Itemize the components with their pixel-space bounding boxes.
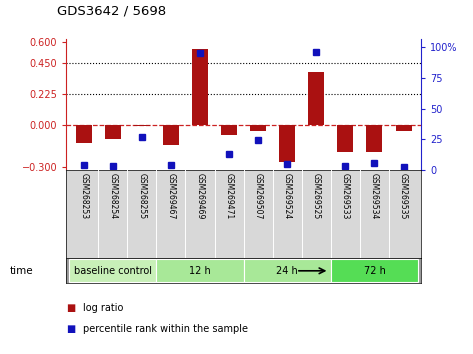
Bar — [337, 125, 353, 152]
Text: GSM268254: GSM268254 — [108, 172, 117, 219]
Text: time: time — [9, 266, 33, 276]
Bar — [157, 259, 244, 282]
Text: ■: ■ — [66, 303, 76, 313]
Bar — [134, 125, 150, 126]
Text: GSM268253: GSM268253 — [79, 172, 88, 219]
Bar — [279, 125, 295, 161]
Text: 72 h: 72 h — [364, 266, 385, 276]
Text: GSM269467: GSM269467 — [166, 172, 175, 219]
Text: ■: ■ — [66, 324, 76, 334]
Text: GSM269471: GSM269471 — [225, 172, 234, 219]
Bar — [308, 72, 324, 125]
Text: GSM268255: GSM268255 — [137, 172, 146, 219]
Bar — [221, 125, 237, 135]
Bar — [163, 125, 179, 145]
Text: 12 h: 12 h — [189, 266, 211, 276]
Text: GSM269469: GSM269469 — [195, 172, 204, 219]
Bar — [331, 259, 418, 282]
Text: baseline control: baseline control — [74, 266, 152, 276]
Bar — [192, 49, 208, 125]
Text: log ratio: log ratio — [83, 303, 123, 313]
Text: GSM269535: GSM269535 — [399, 172, 408, 219]
Text: 24 h: 24 h — [276, 266, 298, 276]
Bar — [367, 125, 383, 152]
Text: GSM269507: GSM269507 — [254, 172, 263, 219]
Bar — [395, 125, 412, 131]
Text: GSM269534: GSM269534 — [370, 172, 379, 219]
Bar — [244, 259, 331, 282]
Text: GSM269533: GSM269533 — [341, 172, 350, 219]
Text: GSM269524: GSM269524 — [283, 172, 292, 219]
Text: GDS3642 / 5698: GDS3642 / 5698 — [57, 5, 166, 18]
Bar — [76, 125, 92, 143]
Bar — [105, 125, 121, 139]
Text: GSM269525: GSM269525 — [312, 172, 321, 219]
Bar — [69, 259, 157, 282]
Bar — [250, 125, 266, 131]
Text: percentile rank within the sample: percentile rank within the sample — [83, 324, 248, 334]
